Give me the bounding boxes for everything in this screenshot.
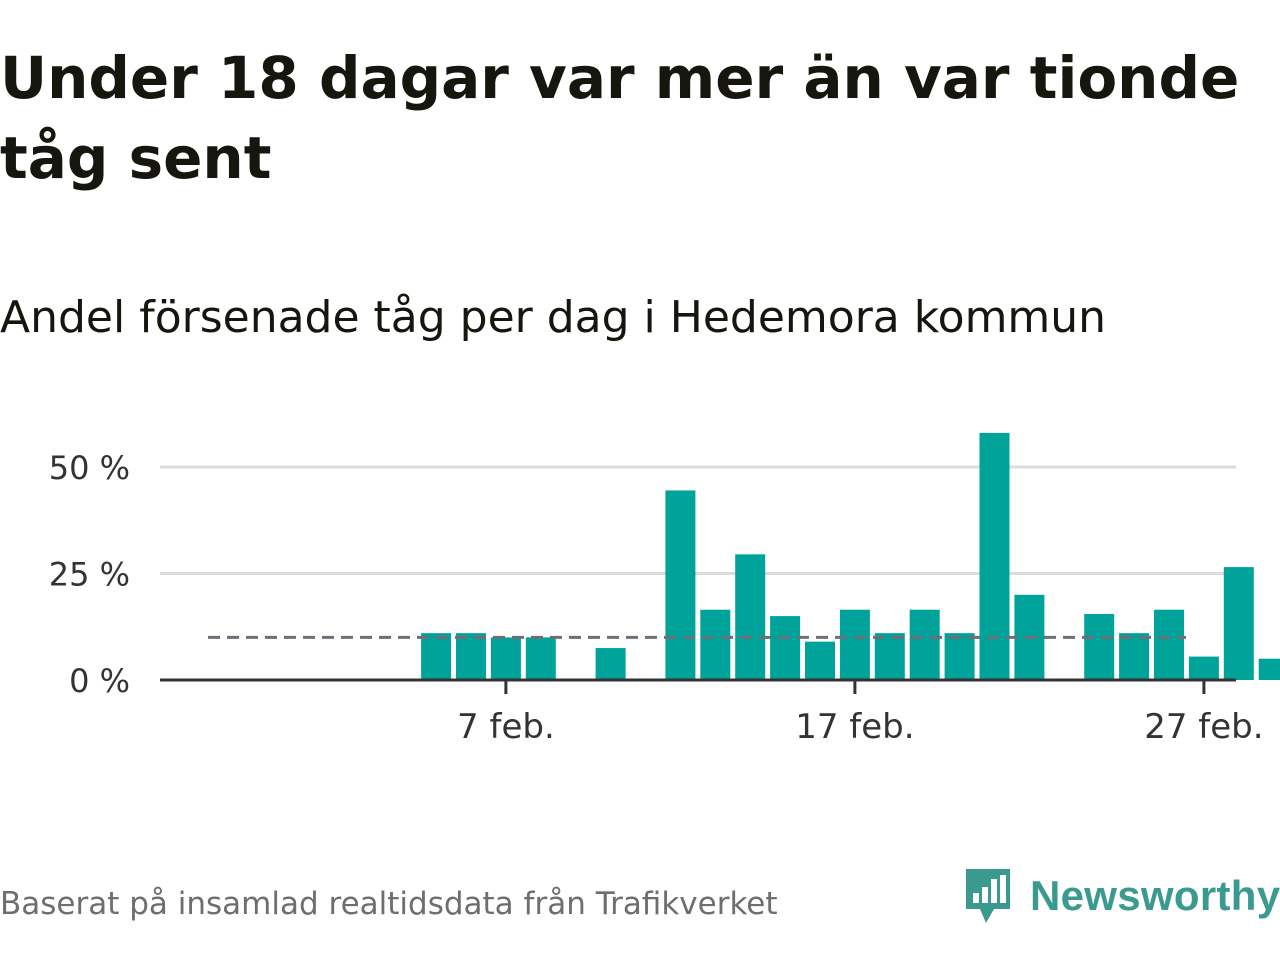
bar-chart: 0 % 25 % 50 % 7 feb. 17 feb. 27 feb. — [49, 432, 1280, 747]
x-tick-label: 27 feb. — [1144, 707, 1263, 747]
bar — [805, 641, 835, 680]
bar-layer — [421, 432, 1280, 680]
bar — [979, 432, 1010, 680]
bar — [735, 554, 766, 680]
brand-name: Newsworthy — [1030, 872, 1280, 919]
bar — [1258, 658, 1280, 680]
grid-layer — [160, 465, 1236, 575]
y-tick-label: 25 % — [49, 556, 130, 594]
chart-title: Under 18 dagar var mer än var tionde tåg… — [0, 44, 1240, 192]
bar — [490, 637, 521, 680]
bar — [1119, 633, 1150, 680]
bar — [421, 633, 452, 680]
bar — [770, 616, 801, 680]
bar — [944, 633, 975, 680]
chart-subtitle: Andel försenade tåg per dag i Hedemora k… — [0, 292, 1107, 343]
bar — [839, 609, 870, 680]
x-tick-label: 17 feb. — [795, 707, 914, 747]
source-note: Baserat på insamlad realtidsdata från Tr… — [0, 886, 778, 922]
bar — [525, 637, 556, 680]
newsworthy-logo-icon — [966, 869, 1010, 923]
bar — [1188, 656, 1219, 680]
bar — [1084, 613, 1115, 680]
bar — [700, 609, 731, 680]
bar — [909, 609, 940, 680]
bar — [595, 648, 626, 680]
bar — [874, 633, 905, 680]
y-tick-label: 50 % — [49, 449, 130, 487]
y-tick-label: 0 % — [69, 662, 130, 700]
x-tick-label: 7 feb. — [457, 707, 555, 747]
brand-logo[interactable]: Newsworthy — [962, 864, 1280, 928]
axis-layer: 0 % 25 % 50 % 7 feb. 17 feb. 27 feb. — [49, 449, 1264, 747]
bar — [456, 633, 486, 680]
bar — [1223, 567, 1254, 680]
bar — [1154, 609, 1184, 680]
bar — [665, 490, 696, 680]
